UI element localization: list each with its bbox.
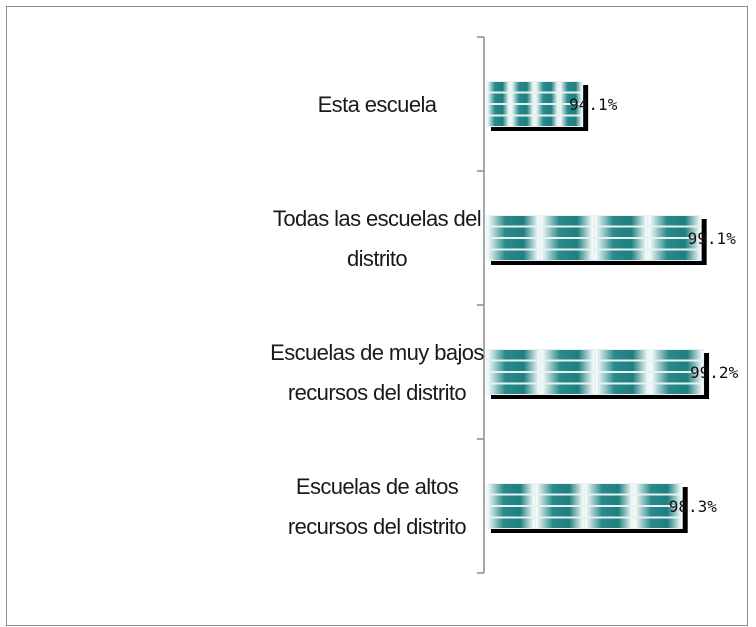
value-label: 94.1% [569, 95, 618, 114]
bar-tile [511, 82, 534, 92]
bar-tile [596, 361, 649, 371]
bar-tile [487, 350, 540, 360]
bar-tile [487, 495, 535, 505]
category-label: Todas las escuelas del [273, 206, 481, 231]
bar-tile [536, 484, 584, 494]
bar-tile [634, 484, 682, 494]
bar-tile [585, 495, 633, 505]
bar-tile [634, 518, 682, 528]
bar-tile [487, 361, 540, 371]
bar-tile [487, 250, 539, 260]
bar-tile [535, 116, 558, 126]
bar-tile [596, 384, 649, 394]
bar-chart: 94.1% Esta escuela 99.1% Todas las escuelas… [270, 36, 739, 574]
bar-tile [559, 116, 583, 126]
bar-tile [648, 227, 701, 237]
category-label: distrito [347, 246, 407, 271]
category-label: Escuelas de muy bajos [270, 340, 484, 365]
bar-tile [594, 227, 647, 237]
bar-tile [596, 350, 649, 360]
bar [486, 349, 705, 395]
bar-tile [535, 93, 558, 103]
bar-tile [536, 507, 584, 517]
labels-layer: 94.1% Esta escuela 99.1% Todas las escuelas… [270, 92, 738, 539]
bar-tile [540, 239, 593, 249]
bar-tile [540, 250, 593, 260]
bar-tile [487, 373, 540, 383]
bar-tile [559, 93, 583, 103]
bar-tile [634, 495, 682, 505]
bar-tile [559, 82, 583, 92]
value-label: 99.2% [690, 363, 739, 382]
bar [486, 483, 683, 529]
bar-tile [585, 484, 633, 494]
bar-tile [511, 93, 534, 103]
axis-layer [477, 36, 485, 574]
value-label: 98.3% [669, 497, 718, 516]
bar-tile [541, 361, 595, 371]
bar-tile [511, 105, 534, 115]
bar-tile [535, 82, 558, 92]
bar-tile [541, 384, 595, 394]
bar-tile [535, 105, 558, 115]
bar-tile [540, 216, 593, 226]
bar-tile [487, 116, 510, 126]
value-label: 99.1% [688, 229, 737, 248]
bar-tile [540, 227, 593, 237]
bars-layer [486, 81, 710, 533]
bar-tile [594, 216, 647, 226]
bar-tile [487, 93, 510, 103]
category-label: Esta escuela [318, 92, 438, 117]
bar-tile [536, 495, 584, 505]
bar-tile [487, 105, 510, 115]
bar-tile [536, 518, 584, 528]
bar-tile [487, 216, 539, 226]
bar-tile [487, 484, 535, 494]
bar-tile [559, 105, 583, 115]
bar-tile [596, 373, 649, 383]
bar-tile [650, 373, 704, 383]
bar-tile [511, 116, 534, 126]
bar-tile [648, 216, 701, 226]
bar-tile [648, 239, 701, 249]
bar-tile [487, 518, 535, 528]
bar-tile [541, 373, 595, 383]
bar-tile [487, 239, 539, 249]
bar-tile [594, 239, 647, 249]
bar-tile [487, 227, 539, 237]
bar-tile [650, 384, 704, 394]
bar-tile [487, 82, 510, 92]
bar-tile [634, 507, 682, 517]
bar-tile [650, 361, 704, 371]
category-label: Escuelas de altos [296, 474, 459, 499]
bar-tile [487, 384, 540, 394]
bar-tile [648, 250, 701, 260]
bar-tile [541, 350, 595, 360]
bar-tile [487, 507, 535, 517]
bar-tile [585, 518, 633, 528]
bar-tile [585, 507, 633, 517]
chart-frame: 94.1% Esta escuela 99.1% Todas las escuelas… [6, 6, 748, 626]
bar [486, 215, 702, 261]
bar-tile [650, 350, 704, 360]
category-label: recursos del distrito [288, 514, 467, 539]
category-label: recursos del distrito [288, 380, 467, 405]
bar-tile [594, 250, 647, 260]
bar [486, 81, 584, 127]
